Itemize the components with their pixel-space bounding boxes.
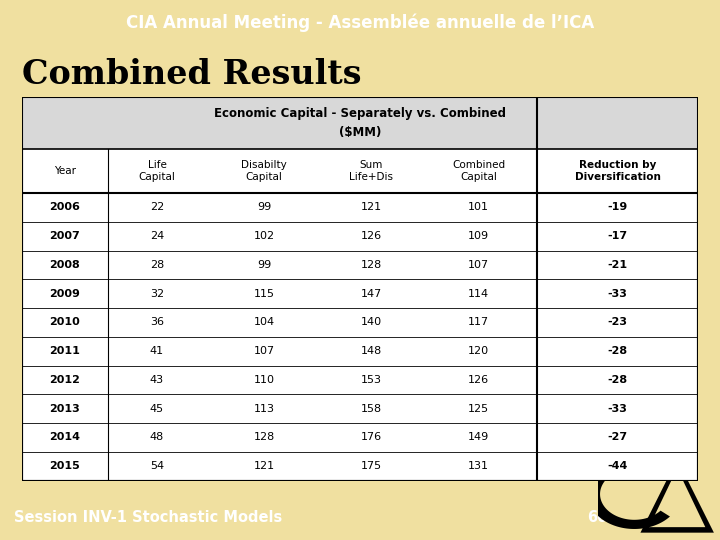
Text: Disabilty
Capital: Disabilty Capital xyxy=(241,160,287,182)
Text: 99: 99 xyxy=(257,202,271,212)
Text: 2007: 2007 xyxy=(50,231,80,241)
Text: -33: -33 xyxy=(608,289,628,299)
Text: -27: -27 xyxy=(608,433,628,442)
Text: ($MM): ($MM) xyxy=(339,126,381,139)
Text: 131: 131 xyxy=(468,461,489,471)
Text: 125: 125 xyxy=(468,404,489,414)
Text: 126: 126 xyxy=(361,231,382,241)
Text: -28: -28 xyxy=(608,346,628,356)
Text: 2012: 2012 xyxy=(50,375,80,385)
Text: Year: Year xyxy=(54,166,76,176)
Text: 2013: 2013 xyxy=(50,404,80,414)
Text: 109: 109 xyxy=(468,231,489,241)
Text: 99: 99 xyxy=(257,260,271,270)
Text: 2015: 2015 xyxy=(50,461,80,471)
Text: 32: 32 xyxy=(150,289,164,299)
Text: 2008: 2008 xyxy=(50,260,80,270)
Text: 41: 41 xyxy=(150,346,164,356)
Text: Combined Results: Combined Results xyxy=(22,58,361,91)
Text: 113: 113 xyxy=(253,404,274,414)
Text: 2014: 2014 xyxy=(50,433,81,442)
Text: 128: 128 xyxy=(361,260,382,270)
Text: CIA Annual Meeting - Assemblée annuelle de l’ICA: CIA Annual Meeting - Assemblée annuelle … xyxy=(126,14,594,32)
Text: 101: 101 xyxy=(468,202,489,212)
Text: -44: -44 xyxy=(608,461,628,471)
Text: 2010: 2010 xyxy=(50,318,80,327)
Text: 107: 107 xyxy=(253,346,275,356)
Text: -17: -17 xyxy=(608,231,628,241)
Polygon shape xyxy=(588,459,670,529)
Text: 126: 126 xyxy=(468,375,489,385)
Text: 121: 121 xyxy=(361,202,382,212)
Text: 2011: 2011 xyxy=(50,346,80,356)
Text: 60: 60 xyxy=(587,510,607,524)
Text: 175: 175 xyxy=(361,461,382,471)
Bar xyxy=(22,97,698,149)
Text: Sum
Life+Dis: Sum Life+Dis xyxy=(349,160,393,182)
Text: 121: 121 xyxy=(253,461,275,471)
Text: 176: 176 xyxy=(361,433,382,442)
Text: 128: 128 xyxy=(253,433,275,442)
Text: 22: 22 xyxy=(150,202,164,212)
Text: 107: 107 xyxy=(468,260,489,270)
Text: 36: 36 xyxy=(150,318,164,327)
Polygon shape xyxy=(649,468,706,527)
Text: 102: 102 xyxy=(253,231,275,241)
Text: 43: 43 xyxy=(150,375,164,385)
Text: 2006: 2006 xyxy=(50,202,80,212)
Text: 45: 45 xyxy=(150,404,164,414)
Text: 2009: 2009 xyxy=(50,289,80,299)
Text: -28: -28 xyxy=(608,375,628,385)
Text: 104: 104 xyxy=(253,318,275,327)
Text: 54: 54 xyxy=(150,461,164,471)
Text: 149: 149 xyxy=(468,433,489,442)
Text: 148: 148 xyxy=(361,346,382,356)
Text: Life
Capital: Life Capital xyxy=(138,160,176,182)
Text: Reduction by
Diversification: Reduction by Diversification xyxy=(575,160,660,182)
Text: -23: -23 xyxy=(608,318,628,327)
Text: 115: 115 xyxy=(253,289,274,299)
Text: -33: -33 xyxy=(608,404,628,414)
Text: 147: 147 xyxy=(361,289,382,299)
Text: Economic Capital - Separately vs. Combined: Economic Capital - Separately vs. Combin… xyxy=(214,107,506,120)
Text: Session INV-1 Stochastic Models: Session INV-1 Stochastic Models xyxy=(14,510,283,524)
Text: 114: 114 xyxy=(468,289,489,299)
Text: 24: 24 xyxy=(150,231,164,241)
Text: 158: 158 xyxy=(361,404,382,414)
Text: 117: 117 xyxy=(468,318,489,327)
Text: Combined
Capital: Combined Capital xyxy=(452,160,505,182)
Polygon shape xyxy=(641,459,714,532)
Text: -21: -21 xyxy=(608,260,628,270)
Text: 140: 140 xyxy=(361,318,382,327)
Text: 28: 28 xyxy=(150,260,164,270)
Text: -19: -19 xyxy=(608,202,628,212)
Text: 120: 120 xyxy=(468,346,489,356)
Text: 153: 153 xyxy=(361,375,382,385)
Text: 48: 48 xyxy=(150,433,164,442)
Text: 110: 110 xyxy=(253,375,274,385)
